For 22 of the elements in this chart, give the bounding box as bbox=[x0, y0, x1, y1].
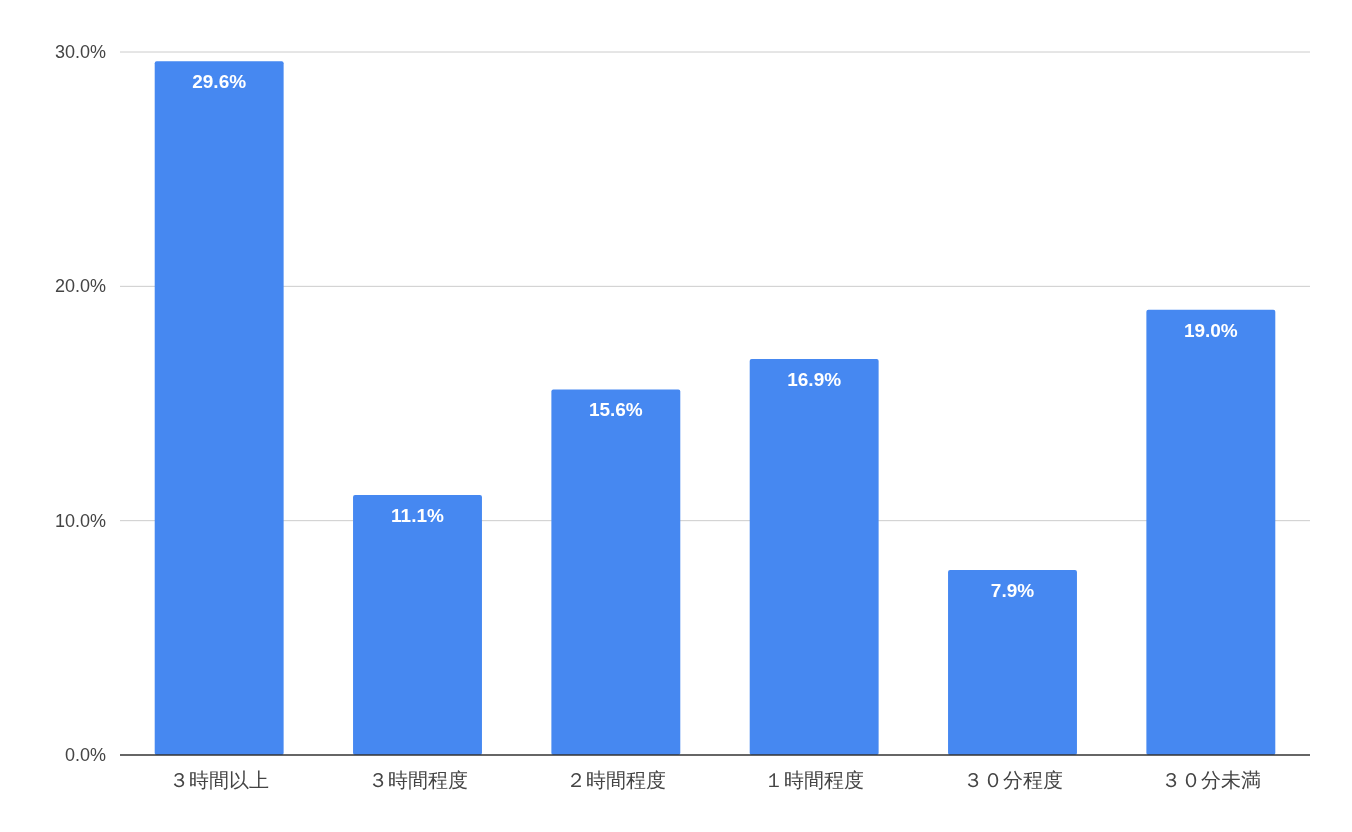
data-label: 11.1% bbox=[391, 504, 445, 526]
data-label: 7.9% bbox=[990, 579, 1035, 601]
data-label: 19.0% bbox=[1183, 319, 1238, 341]
bar bbox=[353, 494, 482, 755]
y-tick-label: 30.0% bbox=[54, 42, 106, 62]
x-tick-label: ３０分未満 bbox=[1160, 769, 1261, 791]
y-tick-label: 0.0% bbox=[64, 745, 106, 765]
y-tick-label: 20.0% bbox=[54, 276, 106, 297]
bar bbox=[551, 389, 681, 755]
data-label: 29.6% bbox=[192, 71, 247, 93]
x-tick-label: ３０分程度 bbox=[962, 769, 1063, 791]
bar bbox=[1146, 309, 1276, 755]
y-tick-label: 10.0% bbox=[54, 510, 106, 531]
x-tick-label: ３時間程度 bbox=[367, 769, 468, 791]
data-label: 16.9% bbox=[787, 368, 842, 390]
bar bbox=[749, 358, 879, 755]
data-label: 15.6% bbox=[588, 399, 643, 421]
x-tick-label: ３時間以上 bbox=[169, 769, 270, 791]
x-tick-label: １時間程度 bbox=[764, 769, 865, 791]
bar bbox=[154, 61, 284, 755]
bar bbox=[948, 569, 1077, 755]
x-tick-label: ２時間程度 bbox=[565, 769, 666, 791]
